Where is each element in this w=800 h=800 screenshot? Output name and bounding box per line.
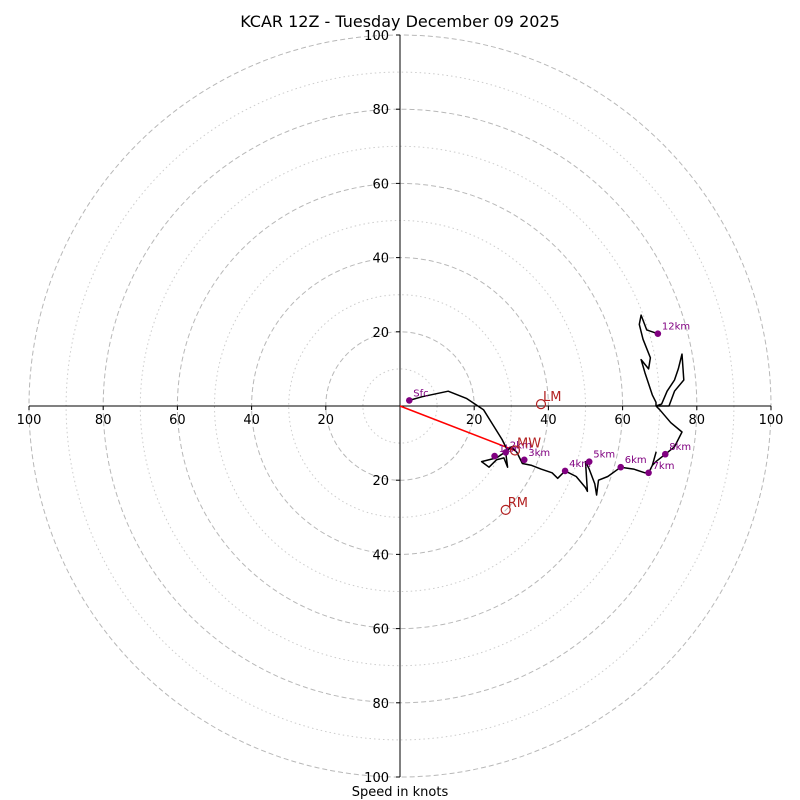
height-label-1km: 1km [499,444,521,455]
storm-motion-label-LM: LM [543,390,561,405]
height-point-Sfc [405,397,413,404]
height-point-3km [520,456,528,464]
y-tick-label: 20 [372,326,389,341]
height-label-12km: 12km [662,322,690,333]
height-label-7km: 7km [653,461,675,472]
x-tick-label: 60 [614,413,631,428]
x-tick-label: 60 [169,413,186,428]
height-label-2km: 2km [510,440,532,451]
y-tick-label: 80 [372,103,389,118]
y-tick-label: 40 [372,252,389,267]
height-point-7km [645,469,652,477]
x-tick-label: 100 [759,413,784,428]
height-point-6km [617,463,625,471]
height-point-12km [654,330,662,337]
y-tick-label: 20 [372,474,389,489]
storm-motion-label-RM: RM [508,496,528,511]
storm-motion-markers: LM MW RM [500,390,561,515]
y-tick-label: 60 [372,623,389,638]
storm-motion-label-MW: MW [517,437,541,452]
storm-motion-marker-MW [509,445,521,456]
x-tick-label: 20 [318,413,335,428]
y-tick-label: 80 [372,697,389,712]
height-point-1km [491,452,498,460]
height-label-Sfc: Sfc [413,388,428,399]
height-point-4km [561,467,569,475]
hodograph-trace-layer [409,314,685,496]
height-label-4km: 4km [569,459,591,470]
x-tick-label: 40 [243,413,260,428]
height-point-5km [585,458,593,465]
storm-motion-marker-RM [500,504,511,515]
y-tick-label: 40 [372,548,389,563]
y-tick-label: 60 [372,177,389,192]
shear-vector-layer [399,405,516,452]
x-tick-label: 20 [466,413,483,428]
height-point-2km [502,449,510,456]
y-tick-label: 100 [364,771,389,786]
storm-motion-marker-LM [535,399,547,410]
height-label-8km: 8km [669,442,691,453]
chart-title: KCAR 12Z - Tuesday December 09 2025 [240,12,560,31]
height-point-8km [661,450,669,458]
height-label-6km: 6km [625,455,647,466]
x-tick-label: 100 [17,413,42,428]
height-label-3km: 3km [528,448,550,459]
x-tick-label: 80 [95,413,112,428]
x-tick-label: 80 [689,413,706,428]
tick-labels: 100 100 80 80 60 60 40 40 20 20 20 20 40 40 60 60 80 80 10… [17,29,784,786]
hodograph-trace [409,314,685,496]
y-tick-label: 100 [364,29,389,44]
x-axis-label: Speed in knots [352,785,449,800]
shear-vector [399,405,516,452]
x-tick-label: 40 [540,413,557,428]
height-label-5km: 5km [593,450,615,461]
